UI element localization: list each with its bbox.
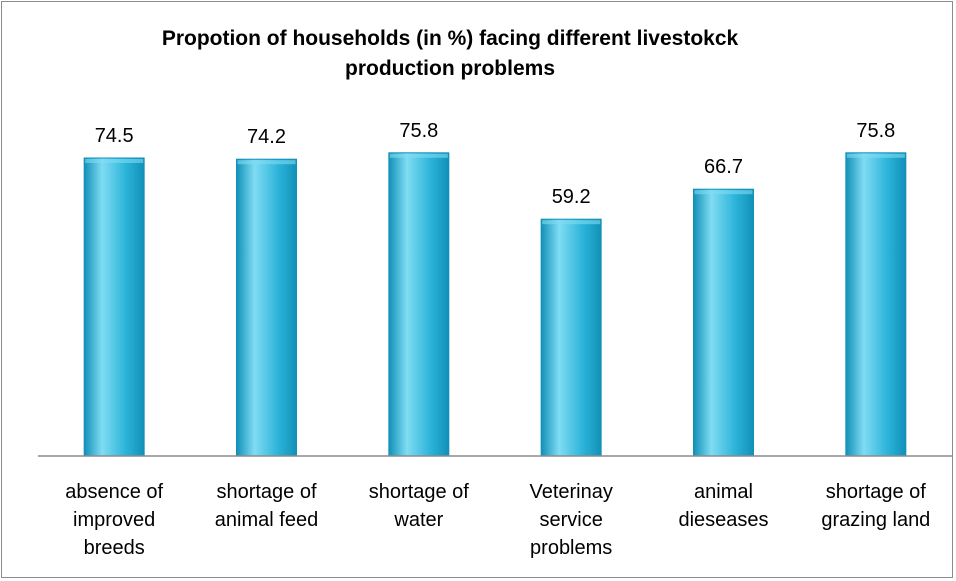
category-label-1-line-1: animal feed	[215, 509, 318, 531]
category-label-4-line-0: animal	[694, 481, 753, 503]
data-label-0: 74.5	[95, 125, 134, 147]
bar-4	[693, 188, 754, 457]
bar-3	[540, 218, 602, 457]
data-label-3: 59.2	[552, 186, 591, 208]
data-label-4: 66.7	[704, 156, 743, 178]
category-label-1-line-0: shortage of	[216, 481, 317, 503]
chart-title-line-2: production problems	[345, 57, 555, 80]
category-label-4-line-1: dieseases	[678, 509, 768, 531]
bars-group	[83, 152, 907, 457]
category-label-5-line-1: grazing land	[821, 509, 930, 531]
bar-5	[845, 152, 907, 457]
bar-0	[83, 157, 145, 457]
category-label-0-line-2: breeds	[84, 537, 145, 559]
chart-title-line-1: Propotion of households (in %) facing di…	[161, 27, 739, 50]
category-label-3-line-2: problems	[530, 537, 612, 559]
bar-cap-4	[694, 190, 753, 195]
chart-title: Propotion of households (in %) facing di…	[100, 24, 800, 84]
category-label-3-line-1: service	[539, 509, 602, 531]
data-label-1: 74.2	[247, 126, 286, 148]
data-label-2: 75.8	[399, 120, 438, 142]
bar-1	[236, 158, 297, 457]
category-label-3-line-0: Veterinay	[529, 481, 612, 503]
bar-2	[388, 152, 450, 457]
category-label-0-line-0: absence of	[65, 481, 163, 503]
category-label-5-line-0: shortage of	[826, 481, 927, 503]
bar-cap-0	[85, 159, 144, 163]
data-label-5: 75.8	[856, 120, 895, 142]
category-label-2-line-1: water	[393, 509, 443, 531]
labels-group: 74.5 absence of improved breeds 74.2 shortage…	[65, 120, 930, 559]
category-label-2-line-0: shortage of	[369, 481, 470, 503]
bar-cap-2	[389, 153, 448, 158]
category-label-0-line-1: improved	[73, 509, 155, 531]
bar-cap-5	[846, 153, 905, 158]
bar-cap-1	[237, 160, 296, 165]
bar-cap-3	[542, 220, 601, 225]
